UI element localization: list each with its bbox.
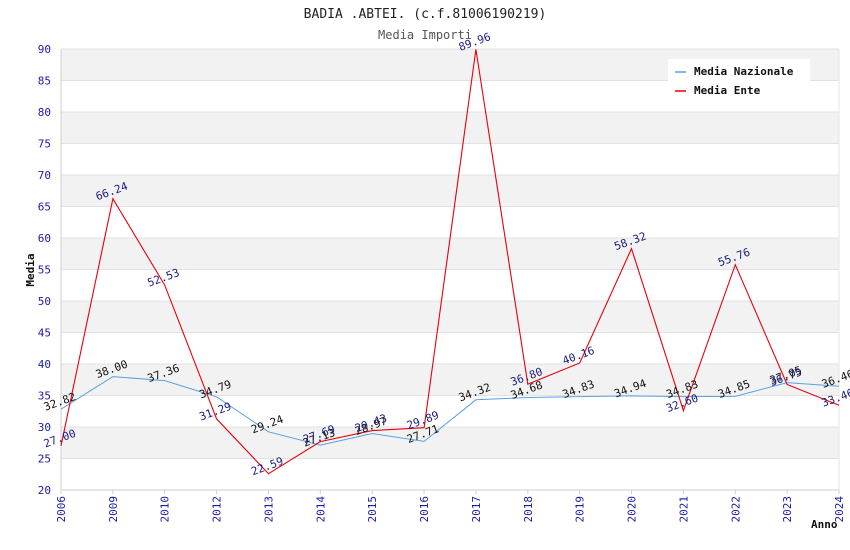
grid-band <box>61 238 839 270</box>
x-tick-label: 2017 <box>470 496 483 523</box>
y-axis-ticks: 20 25 30 35 40 45 50 55 60 65 70 75 80 85 90 <box>38 43 51 497</box>
legend-label-media-nazionale: Media Nazionale <box>694 65 794 78</box>
plot-area <box>60 49 840 491</box>
x-tick-label: 2015 <box>366 496 379 523</box>
y-tick-label: 25 <box>38 453 51 466</box>
y-tick-label: 65 <box>38 201 51 214</box>
chart-subtitle: Media Importi <box>378 28 472 42</box>
x-axis-label: Anno <box>811 518 838 531</box>
grid-band <box>61 395 839 427</box>
grid-band <box>61 112 839 144</box>
x-tick-label: 2016 <box>418 496 431 523</box>
grid-band <box>61 175 839 207</box>
x-tick-label: 2013 <box>262 496 275 523</box>
chart-title: BADIA .ABTEI. (c.f.81006190219) <box>304 7 547 22</box>
y-tick-label: 90 <box>38 43 51 56</box>
x-tick-label: 2024 <box>833 496 846 523</box>
grid-band <box>61 458 839 490</box>
grid-band <box>61 206 839 238</box>
x-axis-ticks: 2006 2009 2010 2012 2013 2014 2015 2016 2017 2018… <box>55 490 846 523</box>
y-tick-label: 55 <box>38 264 51 277</box>
x-tick-label: 2021 <box>677 496 690 523</box>
grid-bands <box>61 48 839 491</box>
y-axis-label: Media <box>24 253 37 286</box>
grid-band <box>61 364 839 396</box>
x-tick-label: 2019 <box>574 496 587 523</box>
grid-band <box>61 143 839 175</box>
x-tick-label: 2009 <box>107 496 120 523</box>
y-tick-label: 35 <box>38 390 51 403</box>
y-tick-label: 45 <box>38 327 51 340</box>
y-tick-label: 80 <box>38 106 51 119</box>
x-tick-label: 2020 <box>626 496 639 523</box>
series-line-media-nazionale <box>60 376 840 446</box>
x-tick-label: 2022 <box>729 496 742 523</box>
series-line-media-ente <box>60 49 840 475</box>
legend: Media Nazionale Media Ente <box>668 59 810 103</box>
legend-label-media-ente: Media Ente <box>694 84 761 97</box>
y-tick-label: 20 <box>38 484 51 497</box>
y-tick-label: 40 <box>38 358 51 371</box>
grid-band <box>61 301 839 333</box>
y-tick-label: 70 <box>38 169 51 182</box>
x-tick-label: 2014 <box>314 496 327 523</box>
x-tick-label: 2012 <box>211 496 224 523</box>
y-tick-label: 60 <box>38 232 51 245</box>
grid-band <box>61 332 839 364</box>
x-tick-label: 2006 <box>55 496 68 523</box>
y-tick-label: 85 <box>38 75 51 88</box>
x-tick-label: 2010 <box>159 496 172 523</box>
grid-band <box>61 269 839 301</box>
x-tick-label: 2018 <box>522 496 535 523</box>
x-tick-label: 2023 <box>781 496 794 523</box>
y-tick-label: 30 <box>38 421 51 434</box>
legend-box <box>668 59 810 103</box>
grid-band <box>61 427 839 459</box>
y-tick-label: 75 <box>38 138 51 151</box>
y-tick-label: 50 <box>38 295 51 308</box>
series-lines <box>60 49 840 475</box>
